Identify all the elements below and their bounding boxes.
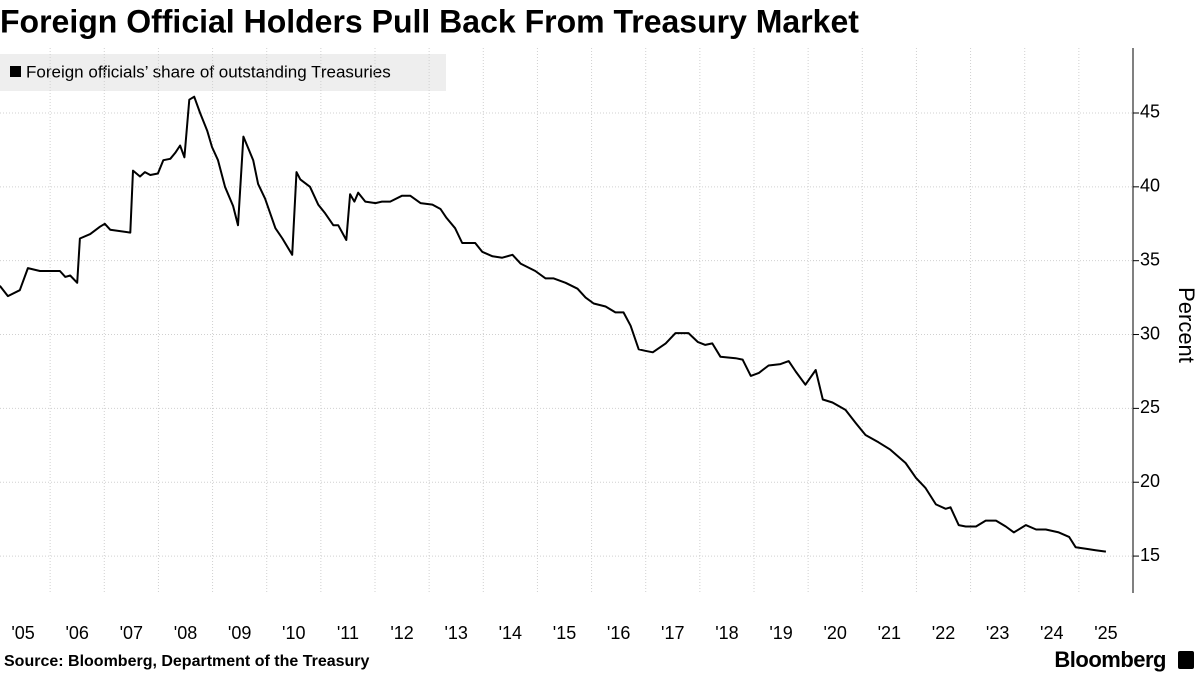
line — [0, 95, 1107, 553]
x-tick-label: '07 — [120, 623, 143, 643]
y-tick-label: 45 — [1140, 102, 1160, 122]
x-tick-label: '22 — [932, 623, 955, 643]
x-tick-label: '06 — [65, 623, 88, 643]
legend-swatch — [10, 66, 21, 77]
y-tick-label: 25 — [1140, 397, 1160, 417]
x-tick-label: '05 — [11, 623, 34, 643]
logo: Bloomberg — [1054, 647, 1166, 672]
y-tick-label: 35 — [1140, 249, 1160, 269]
x-tick-label: '24 — [1040, 623, 1063, 643]
x-tick-label: '09 — [228, 623, 251, 643]
x-tick-label: '12 — [390, 623, 413, 643]
x-tick-label: '11 — [337, 623, 359, 643]
x-tick-label: '20 — [823, 623, 846, 643]
x-tick-label: '18 — [715, 623, 738, 643]
y-tick-label: 20 — [1140, 471, 1160, 491]
x-tick-label: '10 — [282, 623, 305, 643]
x-tick-label: '17 — [661, 623, 684, 643]
x-tick-label: '15 — [553, 623, 576, 643]
y-axis-label: Percent — [1174, 287, 1199, 363]
x-tick-label: '25 — [1094, 623, 1117, 643]
source: Source: Bloomberg, Department of the Tre… — [4, 653, 370, 670]
y-tick-label: 30 — [1140, 323, 1160, 343]
x-tick-label: '14 — [499, 623, 522, 643]
x-tick-label: '19 — [769, 623, 792, 643]
legend-box — [0, 54, 446, 91]
x-tick-label: '16 — [607, 623, 630, 643]
chart-title: Foreign Official Holders Pull Back From … — [0, 3, 859, 39]
y-tick-label: 40 — [1140, 176, 1160, 196]
x-tick-label: '23 — [986, 623, 1009, 643]
y-tick-label: 15 — [1140, 545, 1160, 565]
legend-label: Foreign officials’ share of outstanding … — [26, 62, 391, 81]
x-tick-label: '21 — [878, 623, 901, 643]
x-tick-label: '08 — [174, 623, 197, 643]
x-tick-label: '13 — [444, 623, 467, 643]
logo-icon — [1178, 651, 1194, 669]
